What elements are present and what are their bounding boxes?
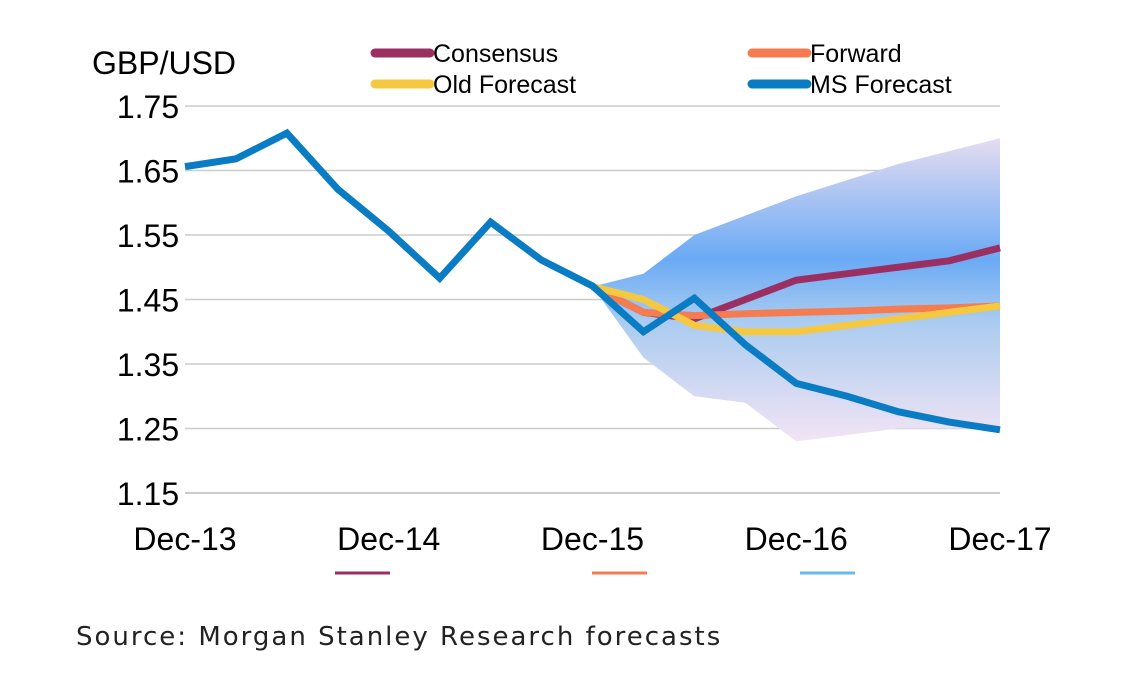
series-line-forward: [590, 283, 1001, 320]
legend-label: Old Forecast: [433, 71, 576, 99]
y-axis-label: GBP/USD: [92, 45, 236, 81]
series-line-ms-forecast: [184, 128, 1001, 434]
series-line-old-forecast: [591, 283, 1001, 336]
y-tick-label: 1.65: [117, 154, 179, 190]
y-tick-label: 1.75: [117, 89, 179, 125]
y-tick-label: 1.25: [117, 412, 179, 448]
legend-label: Consensus: [433, 40, 558, 68]
forecast-range-band: [592, 138, 1000, 442]
y-tick-label: 1.45: [117, 283, 179, 319]
x-tick-label: Dec-15: [541, 521, 644, 557]
source-note: Source: Morgan Stanley Research forecast…: [76, 622, 723, 652]
x-tick-label: Dec-14: [337, 521, 440, 557]
x-tick-label: Dec-17: [948, 521, 1051, 557]
y-tick-label: 1.15: [117, 476, 179, 512]
y-tick-label: 1.35: [117, 347, 179, 383]
x-tick-label: Dec-16: [745, 521, 848, 557]
x-tick-label: Dec-13: [133, 521, 236, 557]
legend-label: Forward: [810, 40, 902, 68]
legend-label: MS Forecast: [810, 71, 952, 99]
y-tick-label: 1.55: [117, 218, 179, 254]
